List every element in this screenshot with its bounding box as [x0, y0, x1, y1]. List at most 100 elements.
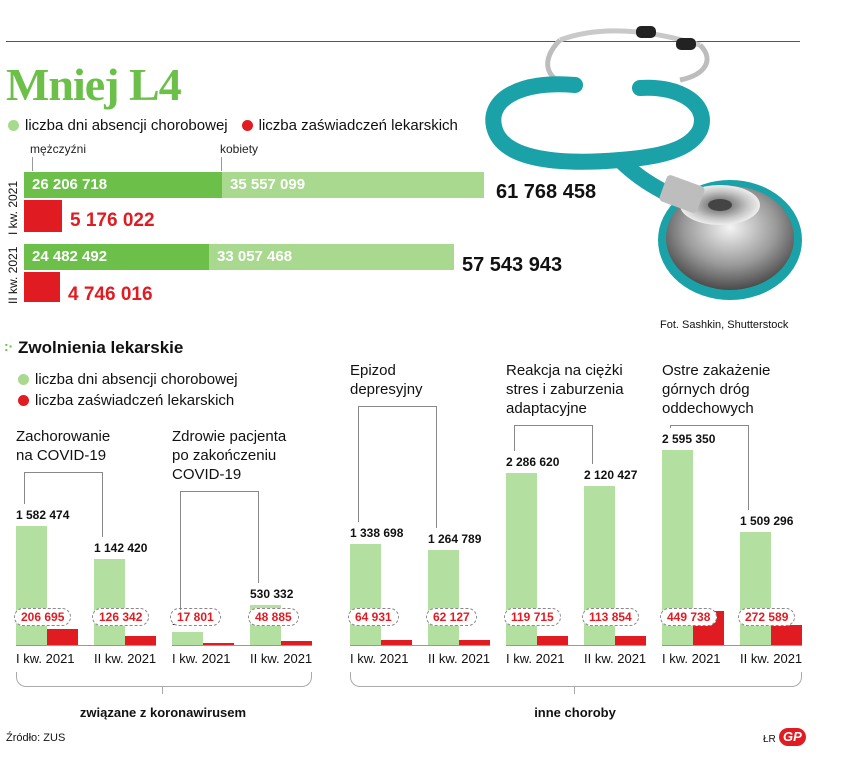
women-tick	[221, 157, 222, 171]
category-label: na COVID-19	[16, 447, 107, 464]
category-label: po zakończeniu	[172, 447, 277, 464]
women-bar-q1: 35 557 099	[222, 172, 484, 198]
men-tick	[32, 157, 33, 171]
earpiece-tube	[559, 28, 701, 48]
men-bar-q2: 24 482 492	[24, 244, 209, 270]
certs-value: 126 342	[92, 608, 150, 626]
days-value: 530 332	[250, 587, 294, 602]
baseline	[506, 645, 646, 646]
category-label: Ostre zakażenie	[662, 362, 771, 379]
connector-line	[180, 491, 181, 611]
ear-tip-left	[636, 26, 656, 38]
legend-bottom-days: liczba dni absencji chorobowej	[18, 371, 238, 388]
top-rule	[6, 41, 800, 42]
page-title: Mniej L4	[6, 59, 182, 110]
period-label: I kw. 2021	[16, 651, 75, 666]
chestpiece-rim	[658, 180, 802, 300]
period-label: II kw. 2021	[428, 651, 491, 666]
chestpiece-body	[666, 186, 794, 290]
red-dot-icon	[18, 395, 29, 406]
period-label: I kw. 2021	[350, 651, 409, 666]
category-label: COVID-19	[172, 466, 242, 483]
source: Źródło: ZUS	[6, 732, 66, 744]
certs-value-q2: 4 746 016	[68, 284, 153, 305]
days-bar	[428, 549, 459, 645]
green-dot-icon	[18, 374, 29, 385]
period-label: I kw. 2021	[172, 651, 231, 666]
section-marker-icon: :·	[4, 338, 14, 354]
certs-bar	[281, 641, 312, 645]
category-label: adaptacyjne	[506, 400, 587, 417]
certs-value: 119 715	[504, 608, 561, 626]
period-label-q2: II kw. 2021	[6, 246, 20, 304]
baseline	[172, 645, 312, 646]
connector-line	[24, 472, 25, 505]
women-value-q1: 35 557 099	[230, 176, 306, 193]
connector-line	[102, 472, 103, 538]
period-label: I kw. 2021	[506, 651, 565, 666]
days-bar	[740, 531, 771, 645]
photo-credit: Fot. Sashkin, Shutterstock	[660, 319, 789, 331]
period-label: II kw. 2021	[250, 651, 313, 666]
legend-bottom-certs: liczba zaświadczeń lekarskich	[18, 392, 234, 409]
days-value: 1 142 420	[94, 541, 148, 556]
certs-bar	[381, 640, 412, 645]
days-value: 1 264 789	[428, 531, 482, 546]
connector-line	[358, 406, 359, 523]
women-label: kobiety	[220, 142, 259, 156]
connector-line	[514, 425, 592, 426]
certs-bar	[203, 643, 234, 645]
certs-bar	[615, 636, 646, 645]
total-q2: 57 543 943	[462, 254, 563, 276]
certs-bar	[459, 640, 490, 645]
category-label: Epizod	[350, 362, 396, 379]
certs-value: 206 695	[14, 608, 72, 626]
legend-top: liczba dni absencji chorobowej liczba za…	[8, 117, 458, 134]
days-bar	[350, 544, 381, 645]
connector-line	[436, 406, 437, 528]
certs-value: 48 885	[248, 608, 299, 626]
period-label: II kw. 2021	[94, 651, 157, 666]
men-bar-q1: 26 206 718	[24, 172, 222, 198]
connector-line	[748, 425, 749, 510]
green-dot-icon	[8, 120, 19, 131]
tube-loop	[485, 76, 710, 170]
connector-line	[592, 425, 593, 464]
red-dot-icon	[241, 120, 253, 131]
connector-line	[670, 425, 748, 426]
days-value: 2 595 350	[662, 432, 716, 446]
category-label: Zdrowie pacjenta	[172, 428, 287, 445]
baseline	[16, 645, 156, 646]
men-label: mężczyźni	[30, 142, 87, 156]
certs-value: 62 127	[426, 608, 477, 626]
bracket-label: inne choroby	[534, 705, 616, 720]
ear-tip-right	[676, 38, 696, 50]
baseline	[662, 645, 802, 646]
period-label: II kw. 2021	[584, 651, 647, 666]
legend-certs-2: liczba zaświadczeń lekarskich	[35, 392, 235, 409]
section-title: Zwolnienia lekarskie	[18, 338, 184, 357]
bracket-tip	[574, 686, 575, 694]
days-bar	[16, 526, 47, 645]
period-label: II kw. 2021	[740, 651, 803, 666]
women-bar-q2: 33 057 468	[209, 244, 454, 270]
legend-certs: liczba zaświadczeń lekarskich	[258, 117, 458, 134]
connector-line	[670, 425, 671, 428]
certs-bar-q1	[24, 200, 62, 232]
period-label-q1: I kw. 2021	[6, 180, 20, 235]
category-label: górnych dróg	[662, 381, 750, 398]
days-value: 1 338 698	[350, 526, 404, 541]
certs-value: 17 801	[170, 608, 221, 626]
category-label: stres i zaburzenia	[506, 381, 624, 398]
legend-days-2: liczba dni absencji chorobowej	[35, 371, 238, 388]
category-label: depresyjny	[350, 381, 423, 398]
days-value: 2 286 620	[506, 455, 560, 470]
legend-days: liczba dni absencji chorobowej	[25, 117, 228, 134]
days-bar	[94, 559, 125, 645]
logo: GP	[779, 728, 806, 746]
period-label: I kw. 2021	[662, 651, 721, 666]
women-value-q2: 33 057 468	[217, 248, 293, 265]
bracket-line	[16, 672, 312, 687]
certs-value-q1: 5 176 022	[70, 210, 155, 231]
chestpiece-bell	[680, 185, 760, 225]
